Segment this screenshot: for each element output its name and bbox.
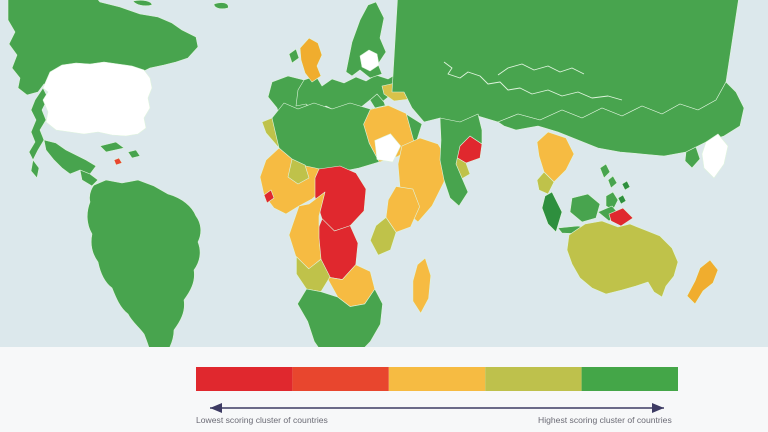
svg-text:Highest scoring cluster of cou: Highest scoring cluster of countries [538, 415, 672, 425]
svg-text:Lowest scoring cluster of coun: Lowest scoring cluster of countries [196, 415, 328, 425]
